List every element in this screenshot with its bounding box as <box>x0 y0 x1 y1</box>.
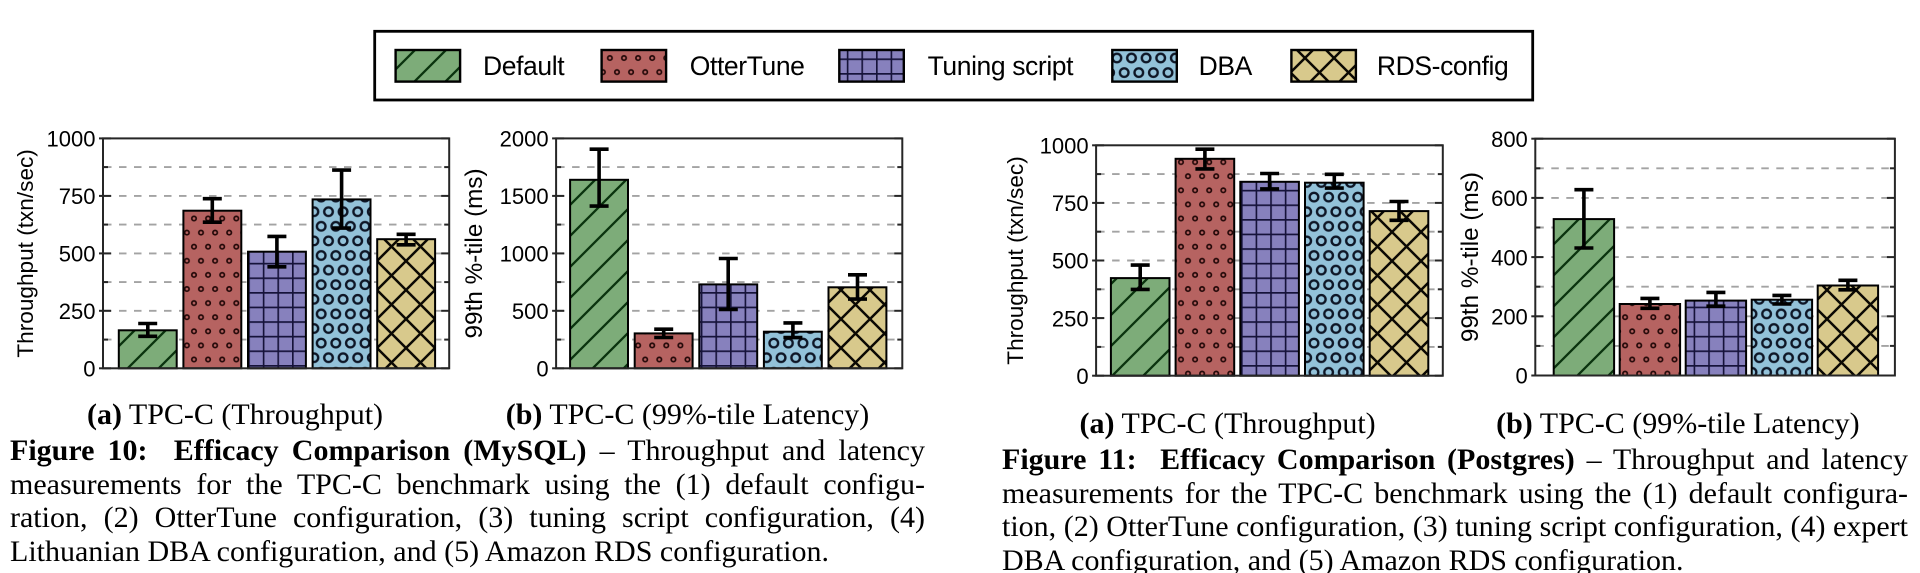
svg-text:0: 0 <box>1076 364 1088 389</box>
svg-text:DBA: DBA <box>1199 51 1253 81</box>
svg-text:Default: Default <box>483 51 565 81</box>
svg-text:99th %-tile (ms): 99th %-tile (ms) <box>461 168 488 338</box>
svg-text:200: 200 <box>1491 305 1528 330</box>
svg-text:500: 500 <box>1052 249 1089 274</box>
svg-text:1000: 1000 <box>47 127 96 152</box>
svg-text:99th %-tile (ms): 99th %-tile (ms) <box>1457 172 1484 342</box>
svg-text:1000: 1000 <box>500 242 549 267</box>
svg-text:2000: 2000 <box>500 127 549 152</box>
svg-text:0: 0 <box>83 357 95 382</box>
svg-text:Tuning script: Tuning script <box>928 51 1075 81</box>
svg-text:750: 750 <box>59 184 96 209</box>
svg-text:RDS-config: RDS-config <box>1377 51 1509 81</box>
svg-text:500: 500 <box>512 299 549 324</box>
svg-text:0: 0 <box>1516 364 1528 389</box>
svg-text:Throughput (txn/sec): Throughput (txn/sec) <box>13 149 38 357</box>
svg-text:OtterTune: OtterTune <box>690 51 805 81</box>
svg-text:750: 750 <box>1052 191 1089 216</box>
svg-text:800: 800 <box>1491 127 1528 152</box>
svg-text:0: 0 <box>536 357 548 382</box>
svg-text:1500: 1500 <box>500 184 549 209</box>
svg-text:Throughput (txn/sec): Throughput (txn/sec) <box>1003 156 1028 364</box>
svg-text:400: 400 <box>1491 245 1528 270</box>
svg-text:1000: 1000 <box>1040 134 1089 159</box>
svg-text:600: 600 <box>1491 186 1528 211</box>
svg-text:250: 250 <box>59 299 96 324</box>
svg-text:250: 250 <box>1052 306 1089 331</box>
svg-text:500: 500 <box>59 242 96 267</box>
